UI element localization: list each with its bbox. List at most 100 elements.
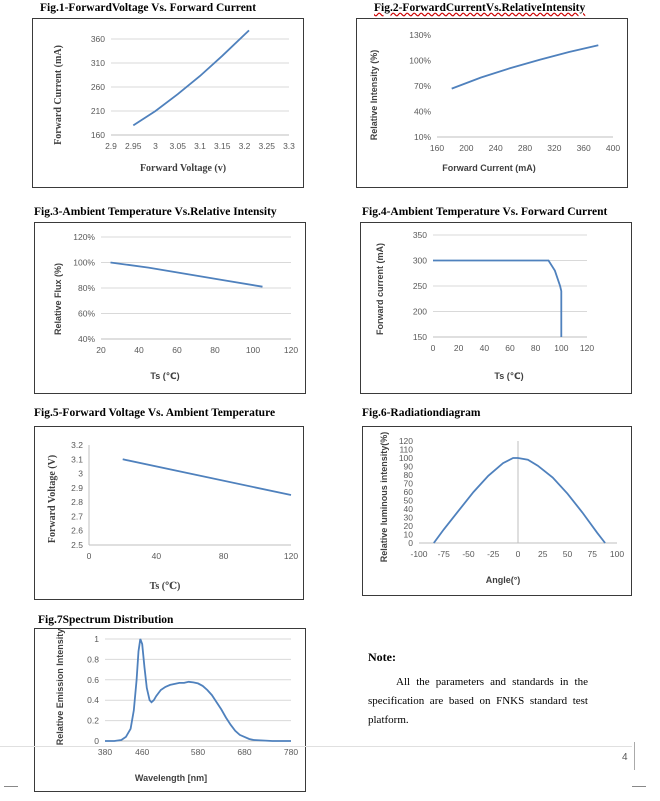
x-tick-label: 75 [588, 549, 598, 559]
y-tick-label: 120 [399, 436, 413, 446]
fig3-chart: 40% 60% 80% 100% 120% 20 40 60 80 100 120 Ts (℃) Rel… [53, 232, 298, 381]
series-line [433, 259, 563, 337]
crop-mark-bottom-left [4, 786, 18, 801]
y-tick-label: 0.6 [87, 675, 99, 685]
y-axis-title: Forward current (mA) [375, 243, 385, 335]
x-tick-label: 25 [538, 549, 548, 559]
x-tick-label: 0 [516, 549, 521, 559]
x-axis-title: Forward Voltage (v) [140, 163, 226, 174]
fig4-chart: 150 200 250 300 350 0 20 40 60 80 100 120 Ts (℃) Forw… [375, 230, 594, 381]
y-tick-label: 40 [404, 504, 414, 514]
y-tick-label: 30 [404, 513, 414, 523]
y-tick-label: 150 [413, 332, 427, 342]
x-tick-label: 40 [480, 343, 490, 353]
y-tick-label: 3 [78, 469, 83, 479]
page-number: 4 [622, 752, 628, 763]
y-tick-label: 80 [404, 470, 414, 480]
y-tick-label: 100 [399, 453, 413, 463]
fig1-title: Fig.1-ForwardVoltage Vs. Forward Current [40, 2, 257, 14]
x-tick-label: 50 [563, 549, 573, 559]
y-tick-label: 100% [409, 56, 431, 66]
x-axis-title: Ts (℃) [150, 371, 179, 381]
x-tick-label: 3.2 [239, 141, 251, 151]
series-line [132, 29, 250, 127]
x-tick-label: 120 [580, 343, 594, 353]
y-tick-label: 10% [414, 132, 431, 142]
x-tick-label: 280 [518, 143, 532, 153]
y-axis-title: Relative luminous intensity(%) [379, 432, 389, 563]
x-tick-label: 120 [284, 551, 298, 561]
y-tick-label: 210 [91, 106, 105, 116]
y-tick-label: 250 [413, 281, 427, 291]
x-tick-label: 680 [237, 747, 251, 757]
series-line [433, 457, 606, 544]
fig2-title: Fig.2-ForwardCurrentVs.RelativeIntensity [374, 2, 586, 14]
y-tick-label: 100% [73, 258, 95, 268]
series-line [451, 44, 599, 90]
x-tick-label: 460 [135, 747, 149, 757]
fig6-title: Fig.6-Radiationdiagram [362, 407, 481, 419]
x-tick-label: 400 [606, 143, 620, 153]
note-title: Note: [368, 650, 396, 664]
x-tick-label: 3.1 [194, 141, 206, 151]
y-tick-label: 360 [91, 34, 105, 44]
fig6-panel: 0 10 20 30 40 50 60 70 80 90 100 110 120 -100 -75 -50 -2… [362, 426, 632, 596]
fig3-panel: 40% 60% 80% 100% 120% 20 40 60 80 100 120 Ts (℃) Rel… [34, 222, 306, 394]
y-tick-label: 10 [404, 530, 414, 540]
fig7-title: Fig.7Spectrum Distribution [38, 614, 174, 626]
y-tick-label: 20 [404, 521, 414, 531]
x-tick-label: 100 [610, 549, 624, 559]
y-tick-label: 80% [78, 283, 95, 293]
x-axis-title: Angle(°) [486, 575, 521, 585]
y-tick-label: 350 [413, 230, 427, 240]
y-tick-label: 160 [91, 130, 105, 140]
x-tick-label: -25 [487, 549, 500, 559]
y-tick-label: 200 [413, 307, 427, 317]
x-tick-label: 0 [87, 551, 92, 561]
x-tick-label: 240 [489, 143, 503, 153]
y-tick-label: 0 [94, 736, 99, 746]
y-tick-label: 2.7 [71, 511, 83, 521]
fig7-panel: 0 0.2 0.4 0.6 0.8 1 380 460 580 680 780 Wavelength … [34, 628, 306, 792]
y-tick-label: 2.5 [71, 540, 83, 550]
crop-mark-bottom-right [632, 786, 646, 801]
y-tick-label: 110 [399, 445, 413, 455]
x-tick-label: 580 [191, 747, 205, 757]
y-tick-label: 3.1 [71, 454, 83, 464]
x-tick-label: 2.95 [125, 141, 142, 151]
fig5-chart: 2.5 2.6 2.7 2.8 2.9 3 3.1 3.2 0 40 80 120 Ts (℃) Forw… [47, 440, 298, 592]
y-tick-label: 130% [409, 30, 431, 40]
fig5-title: Fig.5-Forward Voltage Vs. Ambient Temper… [34, 407, 276, 419]
footer-divider [0, 746, 632, 747]
x-tick-label: -75 [438, 549, 451, 559]
fig4-title: Fig.4-Ambient Temperature Vs. Forward Cu… [362, 206, 608, 218]
y-tick-label: 0.2 [87, 716, 99, 726]
y-tick-label: 50 [404, 496, 414, 506]
x-tick-label: 40 [152, 551, 162, 561]
fig7-chart: 0 0.2 0.4 0.6 0.8 1 380 460 580 680 780 Wavelength … [55, 629, 298, 783]
x-tick-label: 60 [505, 343, 515, 353]
fig1-panel: 160 210 260 310 360 2.9 2.95 3 3.05 3.1 3.15 3.2 3.2… [32, 18, 304, 188]
x-tick-label: 3.15 [214, 141, 231, 151]
x-tick-label: -100 [410, 549, 427, 559]
x-tick-label: 60 [172, 345, 182, 355]
y-tick-label: 120% [73, 232, 95, 242]
x-axis-title: Ts (℃) [150, 581, 181, 592]
x-tick-label: 100 [246, 345, 260, 355]
y-tick-label: 2.9 [71, 483, 83, 493]
x-axis-title: Wavelength [nm] [135, 773, 207, 783]
series-line [122, 458, 292, 496]
x-tick-label: 200 [459, 143, 473, 153]
x-tick-label: 0 [431, 343, 436, 353]
fig4-panel: 150 200 250 300 350 0 20 40 60 80 100 120 Ts (℃) Forw… [360, 222, 632, 394]
x-tick-label: 20 [454, 343, 464, 353]
x-axis-title: Ts (℃) [494, 371, 523, 381]
y-tick-label: 60 [404, 487, 414, 497]
y-tick-label: 90 [404, 462, 414, 472]
y-tick-label: 60% [78, 309, 95, 319]
x-tick-label: 780 [284, 747, 298, 757]
y-tick-label: 260 [91, 82, 105, 92]
x-axis-title: Forward Current (mA) [442, 163, 536, 173]
note-block: Note: All the parameters and standards i… [368, 648, 588, 730]
